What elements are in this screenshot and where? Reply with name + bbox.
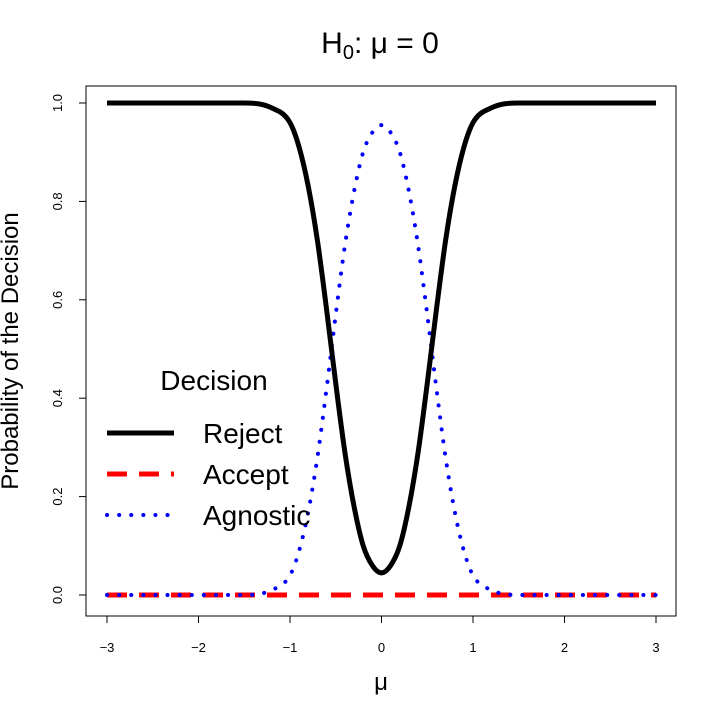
x-tick-label: 2 [561, 640, 568, 655]
series-line-reject [107, 100, 656, 576]
series-line-agnostic [105, 123, 658, 598]
y-tick-label: 0.8 [50, 192, 65, 210]
x-tick-label: 3 [652, 640, 659, 655]
plot-area-frame [85, 85, 677, 617]
y-tick-label: 0.2 [50, 488, 65, 506]
chart-title-rest: : μ = 0 [354, 27, 439, 60]
legend-label-accept: Accept [203, 459, 289, 490]
x-tick-label: −2 [191, 640, 206, 655]
y-tick-label: 0.4 [50, 389, 65, 407]
x-tick-label: 0 [378, 640, 385, 655]
y-tick-label: 1.0 [50, 94, 65, 112]
legend-label-reject: Reject [203, 418, 283, 449]
y-axis-label: Probability of the Decision [0, 212, 24, 489]
y-axis: 0.0 0.2 0.4 0.6 0.8 1.0 [50, 94, 87, 604]
x-axis-label: μ [374, 669, 388, 696]
x-tick-label: −3 [100, 640, 115, 655]
y-tick-label: 0.6 [50, 291, 65, 309]
series-layer [105, 100, 658, 598]
y-tick-label: 0.0 [50, 586, 65, 604]
legend-title: Decision [160, 365, 267, 396]
chart-title-main: H [321, 27, 343, 60]
x-axis: −3 −2 −1 0 1 2 3 [100, 615, 660, 655]
legend: Decision Reject Accept Agnostic [105, 365, 310, 531]
chart-title-subscript: 0 [343, 42, 354, 64]
x-tick-label: −1 [283, 640, 298, 655]
legend-label-agnostic: Agnostic [203, 500, 310, 531]
chart-title: H0: μ = 0 [321, 27, 439, 64]
x-tick-label: 1 [469, 640, 476, 655]
